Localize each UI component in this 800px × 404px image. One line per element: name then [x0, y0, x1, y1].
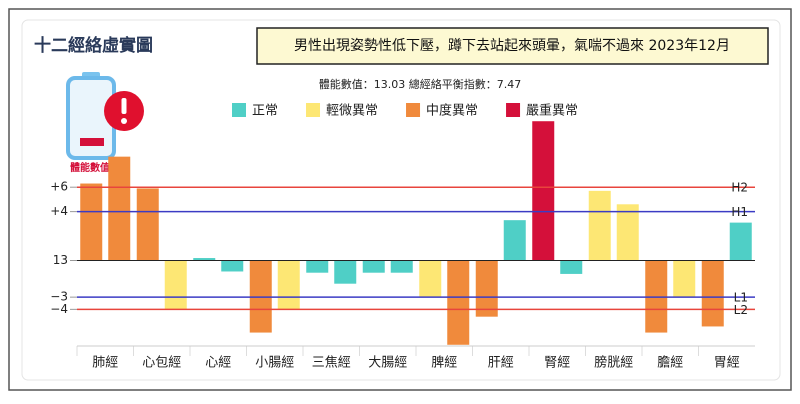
chart-title: 十二經絡虛實圖: [34, 35, 153, 56]
note-box: [256, 27, 769, 65]
legend-label: 中度異常: [426, 103, 478, 119]
battery-icon: [66, 72, 144, 160]
bar: [221, 260, 244, 272]
x-tick-label: 心經: [205, 356, 231, 371]
reference-label: H1: [731, 205, 748, 219]
legend-swatch: [306, 103, 321, 117]
bar: [193, 258, 216, 261]
x-tick-label: 三焦經: [312, 356, 351, 371]
bar: [334, 260, 357, 284]
bar: [701, 260, 724, 327]
bar: [616, 204, 639, 261]
reference-label: L1: [734, 291, 748, 305]
bar: [306, 260, 329, 273]
y-tick-label: +6: [50, 180, 68, 194]
reference-label: L2: [734, 303, 748, 317]
legend-label: 輕微異常: [326, 104, 378, 119]
bar: [80, 183, 103, 261]
legend-label: 嚴重異常: [526, 103, 578, 119]
bar: [560, 260, 583, 274]
x-tick-label: 腎經: [544, 356, 570, 371]
legend-label: 正常: [252, 104, 278, 119]
bar: [588, 190, 611, 261]
bar: [503, 220, 526, 261]
x-tick-label: 肝經: [488, 356, 514, 371]
bar: [277, 260, 300, 310]
bar: [362, 260, 385, 273]
bar: [108, 156, 131, 261]
bar: [390, 260, 413, 273]
bar: [475, 260, 498, 317]
y-tick-label: −4: [50, 302, 68, 316]
bar: [532, 121, 555, 261]
x-tick-label: 肺經: [92, 356, 118, 371]
x-tick-label: 大腸經: [368, 356, 407, 371]
x-tick-label: 脾經: [431, 356, 457, 371]
card: [21, 19, 781, 381]
x-tick-label: 小腸經: [255, 356, 294, 371]
note: 男性出現姿勢性低下壓，蹲下去站起來頭暈，氣喘不過來 2023年12月: [294, 37, 730, 54]
y-tick-label: −3: [50, 290, 68, 304]
x-tick-label: 膽經: [657, 356, 683, 371]
legend-swatch: [406, 103, 421, 117]
x-tick-label: 胃經: [714, 356, 740, 371]
x-tick-label: 膀胱經: [594, 355, 633, 371]
bar: [447, 260, 470, 345]
bar: [419, 260, 442, 298]
subtitle: 體能數值：13.03 總經絡平衡指數：7.47: [319, 77, 521, 91]
legend-swatch: [506, 103, 521, 117]
y-tick-label: 13: [53, 253, 68, 267]
y-tick-label: +4: [50, 204, 68, 218]
bar: [136, 188, 159, 261]
x-tick-label: 心包經: [142, 356, 181, 371]
legend-swatch: [232, 103, 246, 117]
bar: [729, 222, 752, 261]
bar: [673, 260, 696, 298]
reference-label: H2: [731, 181, 748, 195]
bar: [164, 260, 187, 310]
